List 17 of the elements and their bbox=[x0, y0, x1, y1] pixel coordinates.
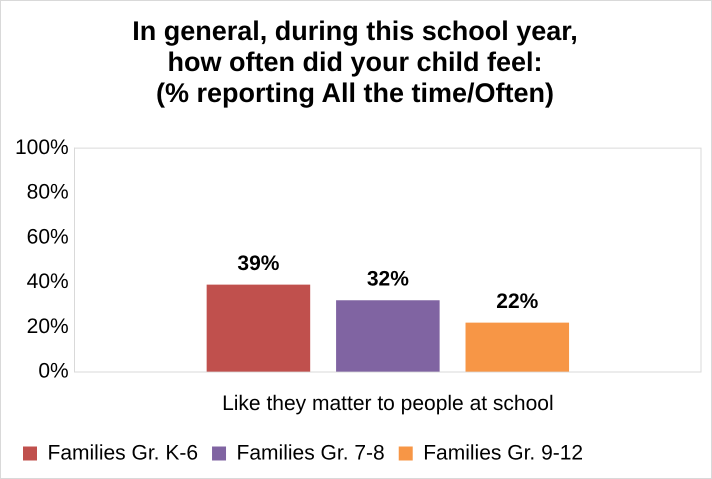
chart-title: In general, during this school year, how often did your child feel: (% reporting All the time/Often) bbox=[132, 16, 578, 108]
y-tick-label: 60% bbox=[26, 225, 69, 248]
text: 22% bbox=[496, 290, 538, 313]
bar bbox=[336, 300, 440, 372]
text: 32% bbox=[366, 268, 409, 291]
x-tick-label: Like they matter to people at school bbox=[222, 392, 554, 416]
legend-label: Families Gr. 9-12 bbox=[423, 441, 584, 464]
y-tick-label: 80% bbox=[26, 180, 69, 204]
y-tick-label: 20% bbox=[26, 314, 69, 338]
legend-label: Families Gr. 7-8 bbox=[236, 441, 385, 464]
y-tick-label: 0% bbox=[38, 360, 69, 383]
bar bbox=[206, 284, 310, 372]
y-tick-label: 100% bbox=[14, 136, 69, 159]
bar bbox=[466, 322, 570, 372]
text: 39% bbox=[237, 252, 280, 275]
y-tick-label: 40% bbox=[26, 270, 69, 294]
legend-label: Families Gr. K-6 bbox=[48, 441, 198, 464]
